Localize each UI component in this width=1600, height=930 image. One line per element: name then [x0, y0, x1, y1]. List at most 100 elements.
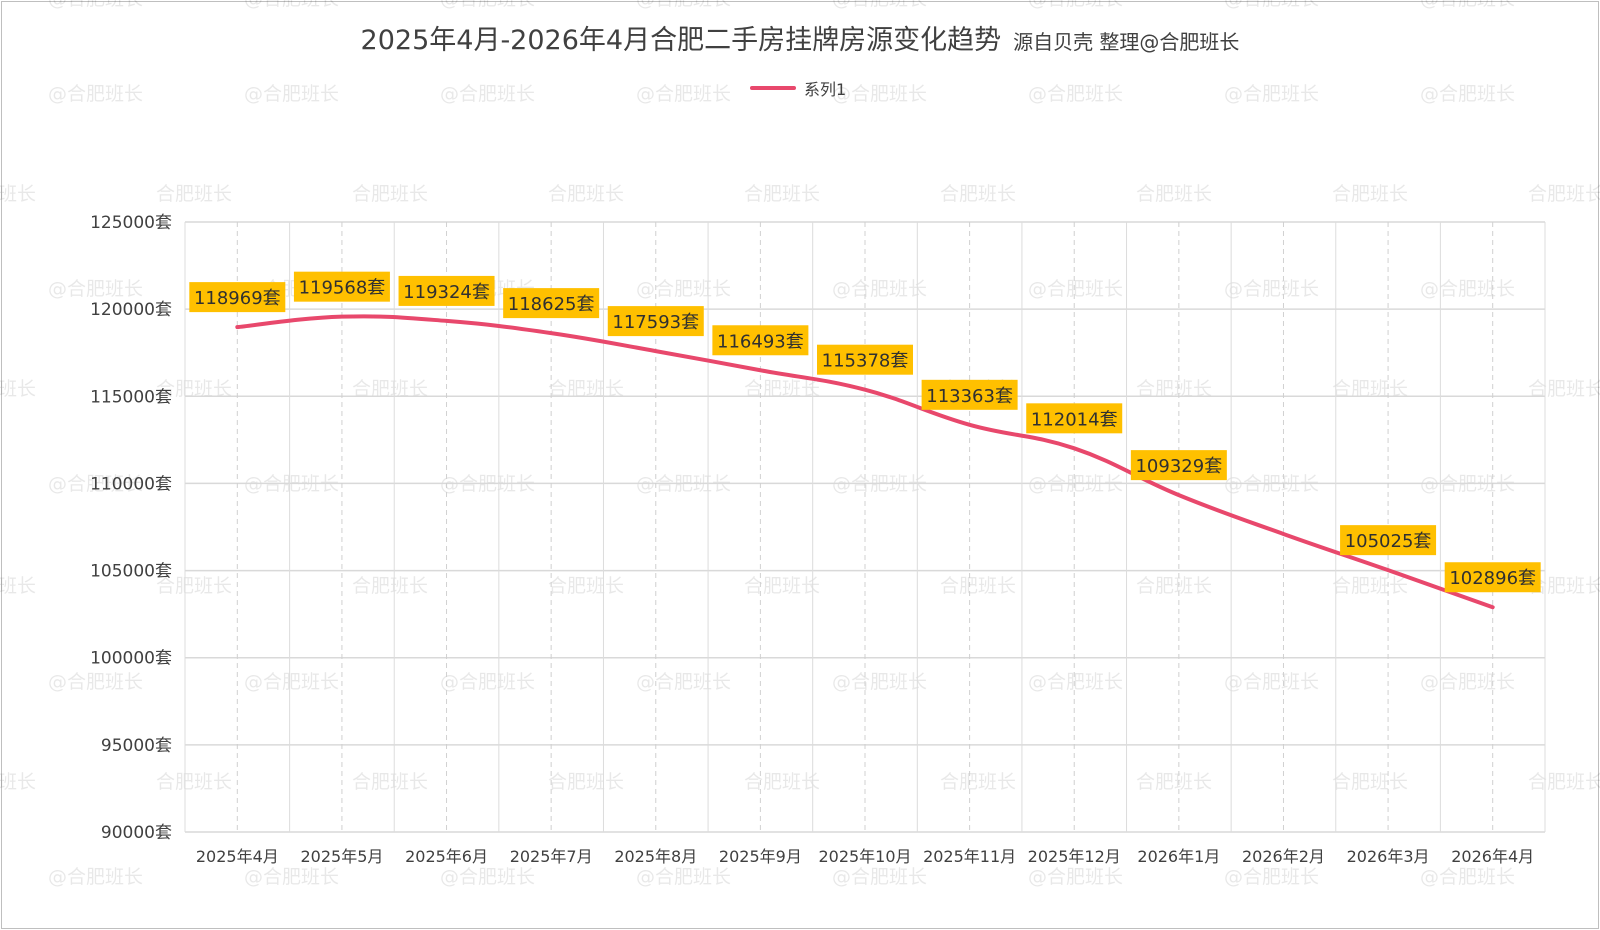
watermark: 合肥班长 — [548, 771, 624, 793]
data-label: 109329套 — [1135, 456, 1222, 477]
watermark: 合肥班长 — [1528, 183, 1600, 205]
series-layer — [235, 314, 1495, 610]
data-label-box — [1444, 562, 1541, 593]
watermark: @合肥班长 — [244, 671, 339, 693]
watermark: @合肥班长 — [832, 278, 927, 300]
watermark: 合肥班长 — [744, 575, 820, 597]
watermark: 合肥班长 — [940, 575, 1016, 597]
data-label-layer: 118969套 119568套 119324套 118625套 117593套 11649… — [189, 271, 1541, 593]
x-tick-label: 2025年11月 — [923, 847, 1016, 866]
watermark: 合肥班长 — [744, 771, 820, 793]
watermark: 合肥班长 — [548, 378, 624, 400]
watermark: @合肥班长 — [1028, 278, 1123, 300]
watermark: 合肥班长 — [352, 575, 428, 597]
watermark: 合肥班长 — [352, 771, 428, 793]
data-label-box — [189, 282, 286, 313]
watermark: @合肥班长 — [48, 671, 143, 693]
watermark: 合肥班长 — [744, 378, 820, 400]
watermark: @合肥班长 — [48, 278, 143, 300]
data-label-box — [1026, 403, 1123, 434]
watermark: @合肥班长 — [440, 866, 535, 888]
watermark: 合肥班长 — [1332, 378, 1408, 400]
watermark: 合肥班长 — [1136, 183, 1212, 205]
watermark: 合肥班长 — [744, 183, 820, 205]
x-tick-label: 2026年2月 — [1242, 847, 1325, 866]
watermark: @合肥班长 — [440, 83, 535, 105]
watermark: 合肥班长 — [156, 575, 232, 597]
watermark: 合肥班长 — [1528, 575, 1600, 597]
data-label: 116493套 — [717, 331, 804, 352]
data-label: 112014套 — [1031, 409, 1118, 430]
data-label-box — [1130, 450, 1227, 481]
watermark: @合肥班长 — [1420, 671, 1515, 693]
watermark: @合肥班长 — [832, 0, 927, 10]
watermark: @合肥班长 — [48, 0, 143, 10]
watermark: 合肥班长 — [156, 771, 232, 793]
data-label: 105025套 — [1345, 531, 1432, 552]
watermark: @合肥班长 — [832, 83, 927, 105]
watermark: 合肥班长 — [352, 378, 428, 400]
watermark: 合肥班长 — [352, 183, 428, 205]
y-tick-label: 105000套 — [90, 562, 172, 582]
x-tick-label: 2025年8月 — [614, 847, 697, 866]
watermark: 合肥班长 — [1528, 378, 1600, 400]
watermark: @合肥班长 — [1028, 671, 1123, 693]
watermark: @合肥班长 — [636, 0, 731, 10]
watermark: 合肥班长 — [1332, 183, 1408, 205]
watermark: @合肥班长 — [1420, 866, 1515, 888]
watermark: @合肥班长 — [48, 866, 143, 888]
x-tick-label: 2025年7月 — [510, 847, 593, 866]
watermark: 合肥班长 — [1332, 575, 1408, 597]
watermark: @合肥班长 — [1028, 0, 1123, 10]
title-subtitle: 源自贝壳 整理@合肥班长 — [1013, 30, 1240, 54]
y-tick-label: 100000套 — [90, 649, 172, 669]
data-label: 102896套 — [1449, 568, 1536, 589]
y-tick-label: 115000套 — [90, 387, 172, 407]
watermark: 合肥班长 — [1332, 771, 1408, 793]
x-tick-label: 2025年5月 — [300, 847, 383, 866]
watermark: @合肥班长 — [1224, 83, 1319, 105]
watermark: 合肥班长 — [548, 575, 624, 597]
watermark: @合肥班长 — [1028, 866, 1123, 888]
watermark: @合肥班长 — [636, 83, 731, 105]
watermark: @合肥班长 — [244, 83, 339, 105]
data-label-box — [503, 288, 600, 319]
x-tick-label: 2026年1月 — [1137, 847, 1220, 866]
watermark: 合肥班长 — [0, 183, 36, 205]
watermark: 合肥班长 — [0, 378, 36, 400]
data-label-box — [712, 325, 809, 356]
y-tick-label: 110000套 — [90, 474, 172, 494]
x-tick-label: 2026年3月 — [1347, 847, 1430, 866]
x-tick-label: 2025年6月 — [405, 847, 488, 866]
watermark: 合肥班长 — [1528, 771, 1600, 793]
y-tick-label: 125000套 — [90, 213, 172, 233]
watermark: 合肥班长 — [0, 771, 36, 793]
watermark: @合肥班长 — [1028, 83, 1123, 105]
watermark: @合肥班长 — [1224, 278, 1319, 300]
title-main: 2025年4月-2026年4月合肥二手房挂牌房源变化趋势 — [360, 25, 1002, 56]
axis-layer: 90000套 95000套 100000套 105000套 110000套 115000套… — [90, 213, 1534, 866]
data-label: 117593套 — [612, 312, 699, 333]
watermark: @合肥班长 — [1224, 866, 1319, 888]
data-label: 118969套 — [194, 288, 281, 309]
x-tick-label: 2025年4月 — [196, 847, 279, 866]
y-tick-label: 120000套 — [90, 300, 172, 320]
x-tick-label: 2025年12月 — [1028, 847, 1121, 866]
y-tick-label: 90000套 — [101, 823, 172, 843]
watermark: 合肥班长 — [940, 771, 1016, 793]
watermark: @合肥班长 — [636, 866, 731, 888]
watermark: @合肥班长 — [1420, 0, 1515, 10]
x-tick-label: 2025年10月 — [818, 847, 911, 866]
watermark: 合肥班长 — [940, 183, 1016, 205]
data-label: 118625套 — [508, 294, 595, 315]
data-label-box — [398, 275, 495, 306]
watermark: @合肥班长 — [244, 866, 339, 888]
data-label: 119324套 — [403, 282, 490, 303]
data-label-box — [817, 344, 913, 375]
watermark: @合肥班长 — [1420, 83, 1515, 105]
x-tick-label: 2025年9月 — [719, 847, 802, 866]
legend-series-label: 系列1 — [804, 80, 847, 99]
legend-swatch — [750, 86, 796, 90]
data-label-box — [293, 271, 390, 302]
watermark: @合肥班长 — [1224, 0, 1319, 10]
